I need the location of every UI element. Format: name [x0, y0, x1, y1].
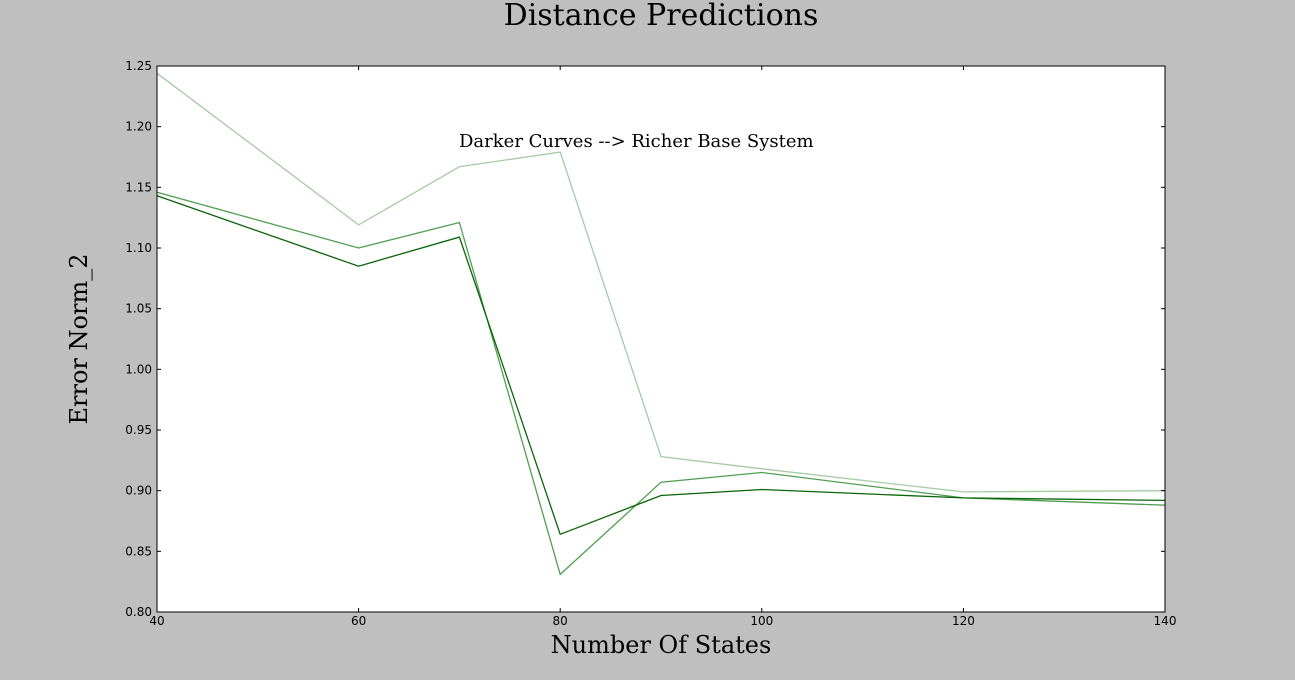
x-axis-label: Number Of States	[551, 631, 772, 659]
x-tick-label: 80	[553, 614, 568, 628]
y-tick-label: 1.15	[125, 180, 152, 194]
y-axis-label: Error Norm_2	[65, 254, 93, 425]
y-tick-label: 1.20	[125, 120, 152, 134]
y-tick-label: 1.10	[125, 241, 152, 255]
plot-frame	[156, 65, 1166, 613]
series-line-1	[156, 72, 1166, 493]
y-tick-label: 0.80	[125, 605, 152, 619]
chart-annotation: Darker Curves --> Richer Base System	[459, 131, 814, 152]
series-line-2	[156, 191, 1166, 576]
x-tick-label: 60	[351, 614, 366, 628]
x-tick-label: 120	[952, 614, 975, 628]
y-tick-label: 0.95	[125, 423, 152, 437]
series-line-3	[156, 195, 1166, 536]
x-tick-label: 140	[1154, 614, 1177, 628]
y-tick-label: 1.00	[125, 362, 152, 376]
y-tick-label: 0.85	[125, 544, 152, 558]
x-tick-label: 100	[750, 614, 773, 628]
plot-area	[157, 66, 1165, 612]
y-tick-label: 1.25	[125, 59, 152, 73]
series-layer	[156, 72, 1166, 576]
ticks-layer: 40 60 80 100 120 140 0.80 0.85 0.90 0.95 1.00 1.05 1…	[125, 59, 1176, 628]
y-tick-label: 1.05	[125, 302, 152, 316]
chart-title: Distance Predictions	[504, 0, 819, 33]
x-tick-label: 40	[149, 614, 164, 628]
y-tick-label: 0.90	[125, 484, 152, 498]
